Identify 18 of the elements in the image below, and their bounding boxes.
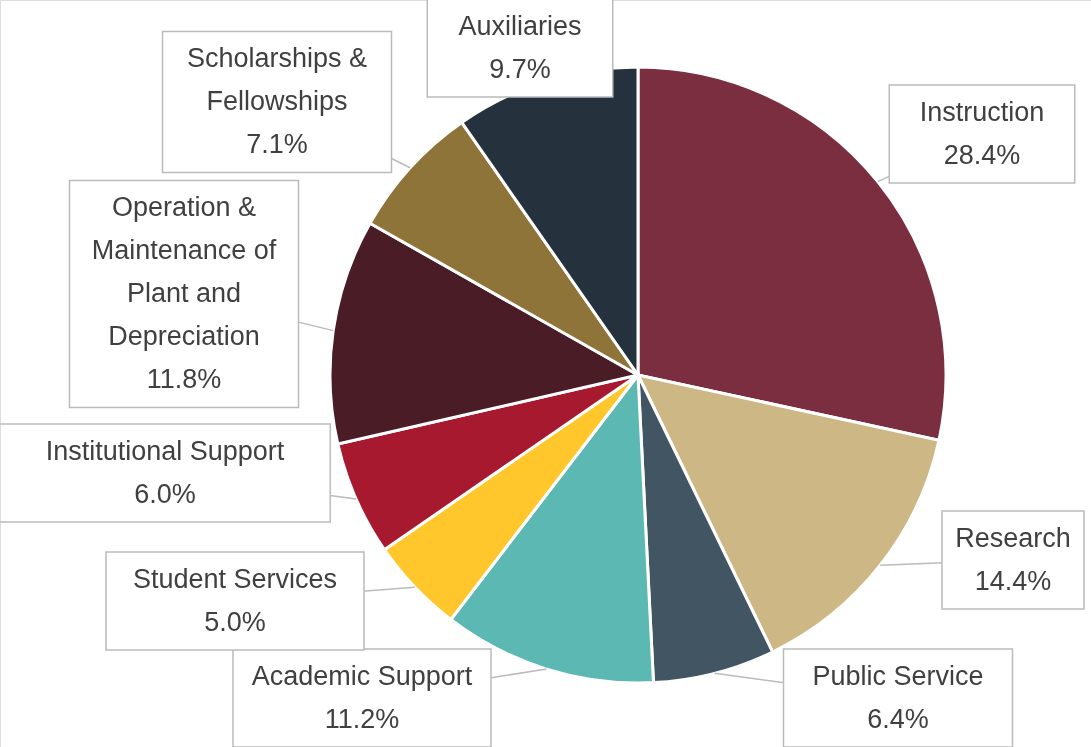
slice-label: Instruction	[919, 96, 1045, 127]
slice-label: Public Service	[812, 660, 984, 691]
slice-label: Student Services	[132, 563, 338, 594]
data-label: 5.0%	[204, 606, 266, 637]
data-label: 9.7%	[489, 53, 551, 84]
data-label: 11.2%	[324, 703, 400, 734]
slice-label: Scholarships & Fellowships	[186, 43, 368, 116]
data-label: 14.4%	[974, 565, 1052, 596]
slice-label: Academic Support	[251, 660, 473, 691]
data-label: 7.1%	[246, 129, 308, 159]
slice-label: Research	[955, 522, 1071, 553]
data-label: 11.8%	[146, 364, 222, 394]
data-label: 28.4%	[943, 139, 1021, 170]
slice-label: Institutional Support	[45, 435, 285, 466]
slice-label: Auxiliaries	[458, 10, 582, 41]
data-label: 6.0%	[134, 478, 196, 509]
data-label: 6.4%	[867, 703, 929, 734]
slice-label: Operation & Maintenance of Plant and Depreciation	[91, 192, 277, 351]
